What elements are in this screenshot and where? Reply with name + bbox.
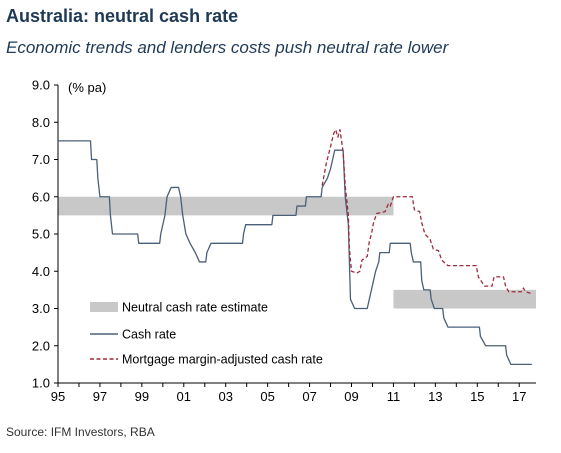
y-tick-label: 8.0 bbox=[32, 115, 50, 130]
series-layer bbox=[58, 129, 532, 366]
source-note: Source: IFM Investors, RBA bbox=[6, 425, 155, 439]
chart-subtitle: Economic trends and lenders costs push n… bbox=[6, 38, 449, 57]
chart-title: Australia: neutral cash rate bbox=[6, 6, 239, 26]
x-tick-label: 11 bbox=[387, 389, 401, 404]
x-tick-label: 13 bbox=[428, 389, 442, 404]
y-tick-label: 5.0 bbox=[32, 227, 50, 242]
y-tick-label: 9.0 bbox=[32, 78, 50, 93]
mortgage-adjusted-rate-line bbox=[321, 129, 532, 295]
y-tick-label: 2.0 bbox=[32, 338, 50, 353]
x-tick-label: 03 bbox=[218, 389, 232, 404]
x-tick-label: 07 bbox=[302, 389, 316, 404]
y-tick-label: 3.0 bbox=[32, 301, 50, 316]
x-tick-label: 15 bbox=[470, 389, 484, 404]
y-tick-label: 6.0 bbox=[32, 189, 50, 204]
x-tick-label: 09 bbox=[344, 389, 358, 404]
legend: Neutral cash rate estimate Cash rate Mortg… bbox=[90, 301, 323, 367]
y-tick-label: 1.0 bbox=[32, 376, 50, 391]
legend-label: Neutral cash rate estimate bbox=[122, 301, 268, 315]
x-tick-label: 99 bbox=[135, 389, 149, 404]
legend-label: Cash rate bbox=[122, 328, 176, 342]
x-tick-label: 01 bbox=[177, 389, 191, 404]
x-tick-label: 95 bbox=[51, 389, 65, 404]
x-tick-label: 17 bbox=[512, 389, 526, 404]
axes-layer: 1.0 2.0 3.0 4.0 5.0 6.0 7.0 8.0 9.0 95 97 99 01 03 05 0… bbox=[32, 78, 536, 404]
neutral-band-segment-2 bbox=[393, 289, 536, 309]
bands-layer bbox=[58, 196, 536, 309]
cash-rate-line bbox=[58, 140, 532, 366]
y-axis-unit-label: (% pa) bbox=[68, 80, 106, 95]
x-tick-label: 97 bbox=[93, 389, 107, 404]
x-tick-label: 05 bbox=[260, 389, 274, 404]
y-tick-label: 4.0 bbox=[32, 264, 50, 279]
legend-swatch-neutral-band bbox=[90, 302, 118, 312]
y-tick-label: 7.0 bbox=[32, 152, 50, 167]
legend-label: Mortgage margin-adjusted cash rate bbox=[122, 353, 323, 367]
neutral-band-segment-1 bbox=[58, 196, 394, 216]
